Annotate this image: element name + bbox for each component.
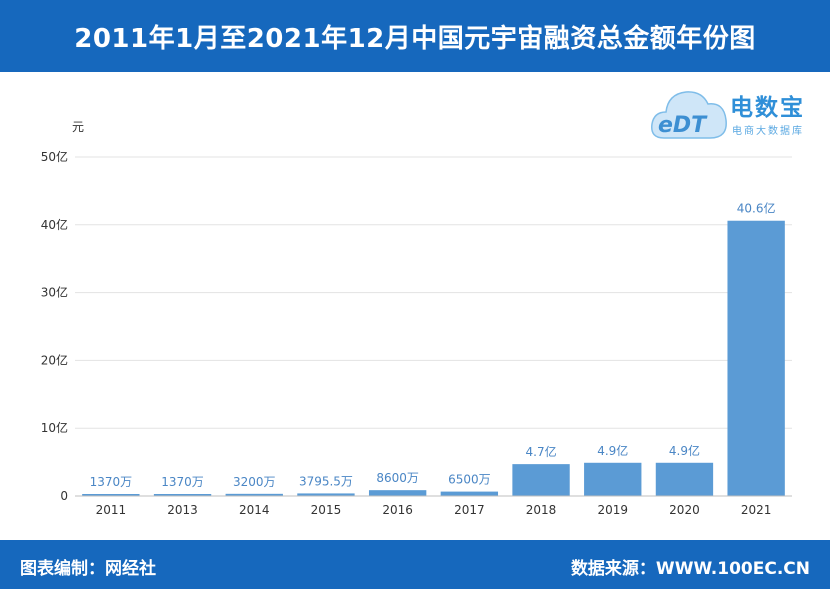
x-tick-label: 2018: [526, 503, 557, 517]
data-label: 1370万: [90, 475, 133, 489]
x-axis-ticks: 2011 2013 2014 2015 2016 2017 2018 2019 2020 2021: [96, 503, 772, 517]
footer-source: 数据来源：WWW.100EC.CN: [570, 559, 810, 579]
chart-title-banner: 2011年1月至2021年12月中国元宇宙融资总金额年份图: [0, 0, 830, 72]
data-labels: 1370万 1370万 3200万 3795.5万 8600万 6500万 4.7亿 4.9亿…: [90, 201, 776, 489]
bar: [727, 220, 785, 496]
x-tick-label: 2016: [382, 503, 413, 517]
data-label: 8600万: [376, 471, 419, 485]
data-label: 3200万: [233, 475, 276, 489]
bar: [153, 494, 212, 496]
bar: [440, 491, 499, 496]
y-tick-label: 0: [60, 489, 68, 503]
bar-chart: 元 0 10亿 20亿 30亿 40亿 50亿 1370万 1370万 3200万 3795.5…: [41, 120, 792, 517]
y-tick-label: 20亿: [41, 352, 68, 367]
cloud-logo-icon: eDT: [651, 91, 727, 139]
data-label: 4.9亿: [669, 443, 700, 458]
y-axis-unit-label: 元: [72, 120, 84, 134]
x-tick-label: 2020: [669, 503, 700, 517]
bar: [368, 490, 427, 496]
chart-title: 2011年1月至2021年12月中国元宇宙融资总金额年份图: [74, 23, 756, 54]
data-label: 4.9亿: [597, 443, 628, 458]
x-tick-label: 2013: [167, 503, 198, 517]
bar: [655, 462, 714, 496]
y-axis-ticks: 0 10亿 20亿 30亿 40亿 50亿: [41, 149, 68, 503]
data-label: 40.6亿: [737, 201, 776, 216]
gridlines: [75, 156, 792, 429]
y-tick-label: 30亿: [41, 285, 68, 300]
bar: [225, 493, 283, 496]
bars: [82, 220, 785, 496]
data-label: 1370万: [161, 475, 204, 489]
x-tick-label: 2019: [597, 503, 628, 517]
footer-credit: 图表编制：网经社: [20, 559, 156, 579]
x-tick-label: 2014: [239, 503, 270, 517]
y-tick-label: 40亿: [41, 217, 68, 232]
bar: [297, 493, 355, 496]
logo-subtitle: 电商大数据库: [732, 126, 804, 137]
x-tick-label: 2021: [741, 503, 772, 517]
footer-banner: 图表编制：网经社 数据来源：WWW.100EC.CN: [0, 540, 830, 589]
x-tick-label: 2011: [96, 503, 127, 517]
bar: [82, 494, 140, 496]
x-tick-label: 2015: [311, 503, 342, 517]
bar: [584, 462, 642, 496]
y-tick-label: 50亿: [41, 149, 68, 164]
data-label: 3795.5万: [299, 474, 353, 488]
data-label: 4.7亿: [526, 444, 557, 459]
brand-logo: eDT 电数宝 电商大数据库: [650, 82, 820, 148]
y-tick-label: 10亿: [41, 420, 68, 435]
x-tick-label: 2017: [454, 503, 485, 517]
logo-name: 电数宝: [730, 95, 805, 121]
data-label: 6500万: [448, 473, 491, 487]
bar: [512, 464, 570, 496]
logo-mark-text: eDT: [658, 113, 708, 138]
